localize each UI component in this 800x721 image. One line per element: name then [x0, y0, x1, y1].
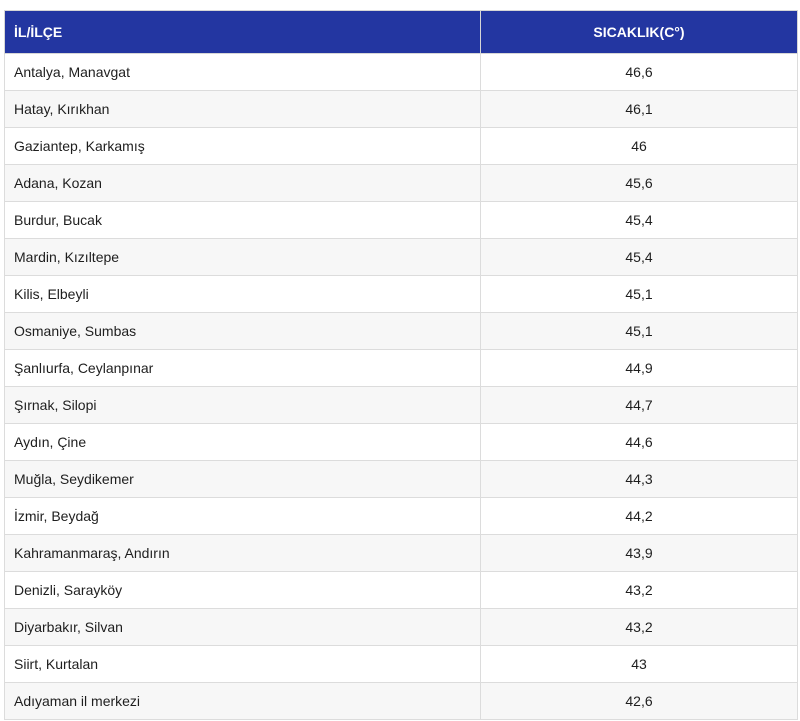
temperature-cell: 46,1 — [480, 90, 798, 128]
table-row: Osmaniye, Sumbas 45,1 — [4, 312, 798, 350]
location-cell: Adıyaman il merkezi — [4, 682, 481, 720]
table-row: Antalya, Manavgat 46,6 — [4, 53, 798, 91]
table-row: Şanlıurfa, Ceylanpınar 44,9 — [4, 349, 798, 387]
header-temperature: SICAKLIK(C°) — [480, 10, 798, 54]
location-cell: Siirt, Kurtalan — [4, 645, 481, 683]
table-row: Adana, Kozan 45,6 — [4, 164, 798, 202]
table-row: İzmir, Beydağ 44,2 — [4, 497, 798, 535]
table-row: Gaziantep, Karkamış 46 — [4, 127, 798, 165]
temperature-cell: 44,9 — [480, 349, 798, 387]
temperature-table: İL/İLÇE SICAKLIK(C°) Antalya, Manavgat 46… — [4, 10, 798, 720]
temperature-cell: 44,6 — [480, 423, 798, 461]
temperature-cell: 45,1 — [480, 275, 798, 313]
temperature-cell: 43 — [480, 645, 798, 683]
table-row: Mardin, Kızıltepe 45,4 — [4, 238, 798, 276]
temperature-cell: 44,7 — [480, 386, 798, 424]
temperature-cell: 42,6 — [480, 682, 798, 720]
temperature-cell: 44,2 — [480, 497, 798, 535]
table-row: Adıyaman il merkezi 42,6 — [4, 682, 798, 720]
table-row: Kilis, Elbeyli 45,1 — [4, 275, 798, 313]
location-cell: Antalya, Manavgat — [4, 53, 481, 91]
location-cell: Kilis, Elbeyli — [4, 275, 481, 313]
location-cell: Şanlıurfa, Ceylanpınar — [4, 349, 481, 387]
location-cell: Adana, Kozan — [4, 164, 481, 202]
location-cell: Denizli, Sarayköy — [4, 571, 481, 609]
table-row: Aydın, Çine 44,6 — [4, 423, 798, 461]
temperature-cell: 43,9 — [480, 534, 798, 572]
table-row: Burdur, Bucak 45,4 — [4, 201, 798, 239]
temperature-cell: 45,1 — [480, 312, 798, 350]
table-row: Siirt, Kurtalan 43 — [4, 645, 798, 683]
temperature-cell: 45,6 — [480, 164, 798, 202]
temperature-cell: 45,4 — [480, 238, 798, 276]
table-row: Hatay, Kırıkhan 46,1 — [4, 90, 798, 128]
table-row: Şırnak, Silopi 44,7 — [4, 386, 798, 424]
location-cell: Hatay, Kırıkhan — [4, 90, 481, 128]
location-cell: Şırnak, Silopi — [4, 386, 481, 424]
location-cell: Burdur, Bucak — [4, 201, 481, 239]
temperature-table-container: İL/İLÇE SICAKLIK(C°) Antalya, Manavgat 46… — [4, 10, 798, 720]
header-row: İL/İLÇE SICAKLIK(C°) — [4, 10, 798, 54]
header-location: İL/İLÇE — [4, 10, 481, 54]
temperature-cell: 44,3 — [480, 460, 798, 498]
temperature-cell: 45,4 — [480, 201, 798, 239]
table-row: Muğla, Seydikemer 44,3 — [4, 460, 798, 498]
temperature-cell: 46,6 — [480, 53, 798, 91]
table-row: Diyarbakır, Silvan 43,2 — [4, 608, 798, 646]
location-cell: Gaziantep, Karkamış — [4, 127, 481, 165]
location-cell: Diyarbakır, Silvan — [4, 608, 481, 646]
temperature-cell: 43,2 — [480, 608, 798, 646]
location-cell: İzmir, Beydağ — [4, 497, 481, 535]
location-cell: Kahramanmaraş, Andırın — [4, 534, 481, 572]
location-cell: Muğla, Seydikemer — [4, 460, 481, 498]
temperature-cell: 46 — [480, 127, 798, 165]
table-row: Denizli, Sarayköy 43,2 — [4, 571, 798, 609]
table-row: Kahramanmaraş, Andırın 43,9 — [4, 534, 798, 572]
location-cell: Osmaniye, Sumbas — [4, 312, 481, 350]
table-body: Antalya, Manavgat 46,6 Hatay, Kırıkhan 46,1… — [4, 53, 798, 720]
temperature-cell: 43,2 — [480, 571, 798, 609]
location-cell: Mardin, Kızıltepe — [4, 238, 481, 276]
table-header: İL/İLÇE SICAKLIK(C°) — [4, 10, 798, 54]
location-cell: Aydın, Çine — [4, 423, 481, 461]
